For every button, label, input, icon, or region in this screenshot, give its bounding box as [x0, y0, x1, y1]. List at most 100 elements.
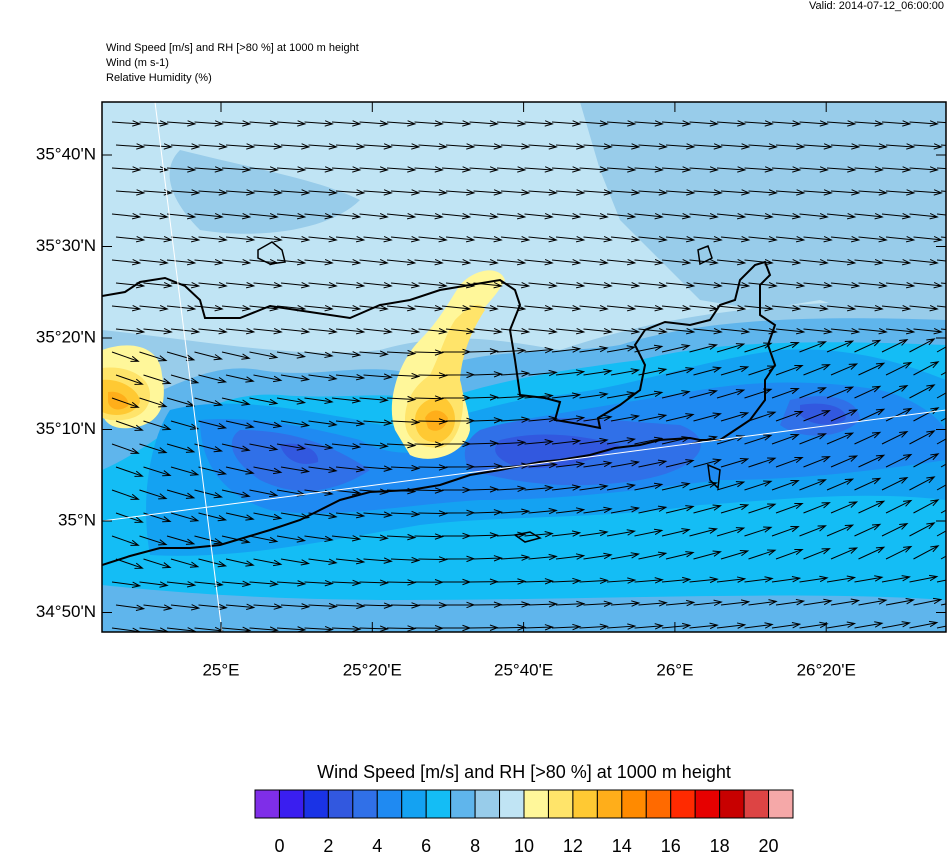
- wind-arrow: [913, 235, 943, 243]
- wind-arrow: [386, 625, 417, 632]
- wind-arrow: [803, 189, 833, 196]
- wind-arrow: [170, 420, 200, 430]
- wind-arrow: [225, 235, 256, 243]
- wind-arrow: [386, 212, 417, 220]
- lat-label: 35°10'N: [36, 419, 96, 438]
- wind-arrow: [744, 120, 774, 127]
- wind-arrow: [469, 212, 499, 220]
- wind-arrow: [335, 558, 366, 565]
- wind-arrow: [744, 526, 773, 537]
- wind-arrow: [335, 327, 366, 335]
- wind-arrow: [634, 120, 664, 127]
- wind-arrow: [716, 258, 747, 266]
- wind-arrow: [551, 120, 582, 127]
- wind-arrow: [390, 372, 421, 380]
- lat-label: 35°N: [58, 510, 96, 529]
- wind-arrow: [111, 535, 140, 546]
- wind-arrow: [170, 374, 200, 384]
- wind-arrow: [771, 480, 800, 491]
- wind-arrow: [143, 604, 173, 611]
- wind-arrow: [551, 346, 582, 353]
- wind-arrow: [555, 143, 586, 150]
- wind-arrow: [936, 484, 946, 491]
- colorbar-box: [254, 789, 280, 819]
- wind-arrow: [221, 351, 251, 360]
- colorbar-box: [523, 789, 549, 819]
- wind-arrow: [111, 304, 142, 312]
- wind-arrow: [936, 625, 946, 629]
- wind-arrow: [308, 602, 338, 610]
- wind-arrow: [693, 366, 722, 376]
- wind-arrow: [610, 368, 640, 376]
- wind-arrow: [720, 549, 750, 560]
- colorbar-box: [670, 789, 696, 819]
- wind-arrow: [854, 212, 884, 220]
- wind-arrow: [909, 620, 939, 629]
- wind-arrow: [555, 327, 586, 335]
- wind-arrow: [748, 599, 778, 606]
- wind-arrow: [936, 392, 946, 399]
- wind-arrow: [803, 456, 831, 468]
- wind-arrow: [775, 235, 806, 243]
- wind-arrow: [221, 397, 251, 406]
- wind-arrow: [579, 212, 609, 220]
- wind-arrow: [579, 166, 609, 173]
- colorbar-label: 16: [661, 836, 681, 854]
- lon-label: 25°20'E: [343, 660, 402, 679]
- wind-arrow: [144, 651, 172, 656]
- colorbar-box: [474, 789, 501, 819]
- wind-arrow: [661, 622, 692, 630]
- colorbar-box: [694, 789, 721, 819]
- wind-arrow: [139, 304, 169, 312]
- wind-arrow: [771, 166, 802, 173]
- wind-arrow: [225, 374, 255, 383]
- wind-arrow: [304, 625, 334, 632]
- wind-arrow: [304, 304, 334, 312]
- wind-arrow: [694, 646, 722, 651]
- wind-arrow: [830, 501, 859, 514]
- wind-arrow: [198, 558, 228, 568]
- wind-arrow: [744, 258, 774, 266]
- wind-arrow: [308, 281, 338, 289]
- wind-arrow: [551, 623, 582, 631]
- wind-arrow: [331, 258, 362, 266]
- wind-arrow: [139, 166, 169, 173]
- wind-arrow: [363, 143, 393, 150]
- wind-arrow: [253, 420, 283, 429]
- wind-arrow: [720, 365, 750, 376]
- wind-arrow: [500, 416, 531, 423]
- wind-arrow: [226, 650, 254, 655]
- wind-arrow: [665, 505, 695, 514]
- wind-arrow: [254, 650, 282, 655]
- wind-arrow: [583, 327, 613, 335]
- wind-arrow: [529, 648, 557, 653]
- wind-arrow: [139, 535, 168, 546]
- wind-arrow: [689, 481, 718, 491]
- wind-arrow: [500, 235, 531, 243]
- wind-arrow: [469, 166, 499, 173]
- colorbar-label: 0: [274, 836, 284, 854]
- wind-arrow: [528, 553, 558, 561]
- wind-arrow: [335, 235, 366, 243]
- wind-arrow: [501, 648, 529, 653]
- wind-arrow: [555, 553, 586, 560]
- wind-arrow: [913, 597, 943, 606]
- wind-arrow: [225, 420, 255, 429]
- wind-arrow: [579, 304, 609, 312]
- wind-arrow: [555, 189, 586, 196]
- wind-arrow: [665, 235, 696, 243]
- field-region: [280, 403, 846, 469]
- wind-arrow: [936, 579, 946, 583]
- wind-arrow: [528, 461, 558, 469]
- wind-arrow: [500, 327, 531, 335]
- wind-arrow: [913, 499, 940, 514]
- wind-arrow: [936, 530, 946, 537]
- wind-arrow: [579, 483, 609, 491]
- colorbar-label: 14: [612, 836, 632, 854]
- wind-arrow: [665, 189, 696, 196]
- lat-label: 35°40'N: [36, 144, 96, 163]
- wind-arrow: [610, 189, 641, 196]
- wind-arrow: [771, 342, 800, 353]
- wind-arrow: [606, 166, 637, 173]
